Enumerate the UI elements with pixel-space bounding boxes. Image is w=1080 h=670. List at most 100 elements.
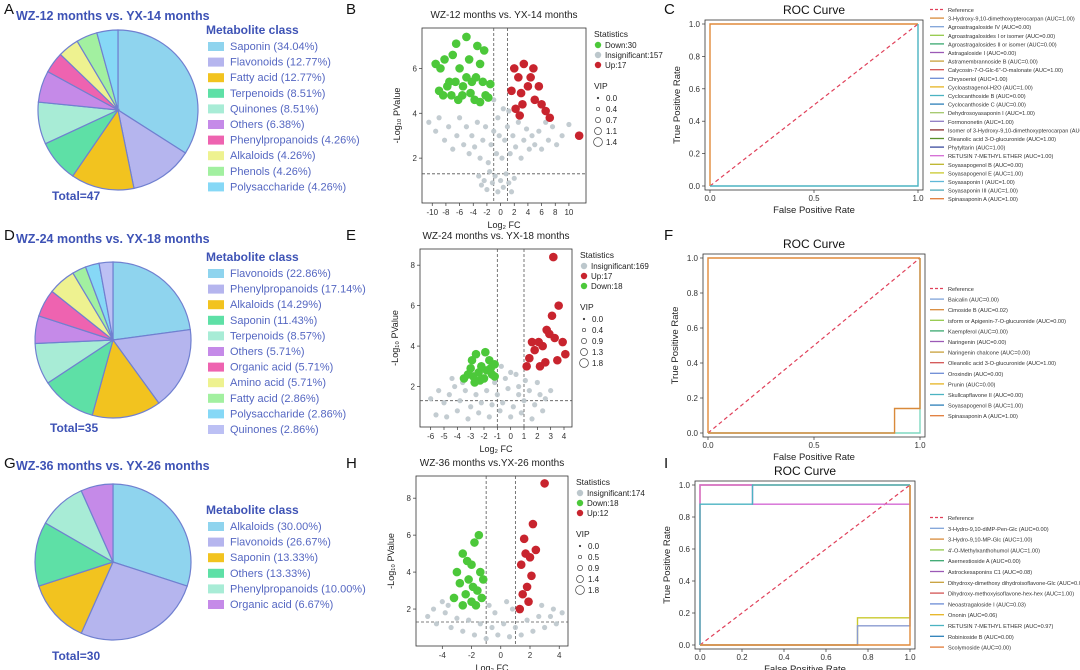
data-point-insignificant [516,383,522,390]
stats-legend-dot [576,489,584,497]
data-point-insignificant [497,408,503,414]
vip-legend-label: 0.9 [588,564,600,573]
panel-a-pie: WZ-12 months vs. YX-14 monthsMetabolite … [16,9,360,203]
data-point-down [436,64,445,73]
data-point-insignificant [494,392,500,398]
data-point-up [522,582,532,592]
data-point-insignificant [439,599,445,605]
roc-legend-label: Neoastragaloside I (AUC=0.03) [948,602,1026,608]
data-point-insignificant [472,144,478,150]
pie-legend-label: Fatty acid (2.86%) [230,393,319,405]
pie-legend-label: Phenols (4.26%) [230,166,311,178]
data-point-insignificant [518,632,524,638]
pie-legend-label: Alkaloids (14.29%) [230,299,322,311]
roc-curve [709,23,919,187]
pie-legend-swatch [208,409,224,419]
roc-legend-label: Soyasaponin I (AUC=1.00) [948,180,1015,186]
x-tick-label: 1 [522,432,527,441]
y-tick-label: 0.2 [689,150,701,159]
data-point-up [541,106,550,116]
plot-frame [421,27,587,204]
data-point-insignificant [474,119,480,125]
x-tick-label: -4 [454,432,462,441]
data-point-insignificant [506,634,513,640]
data-point-insignificant [449,375,455,382]
y-axis-label: -Log₁₀ PValue [390,310,400,366]
pie-legend-swatch [208,378,224,388]
data-point-insignificant [476,410,482,416]
pie-legend-swatch [208,166,224,176]
data-point-insignificant [554,142,560,148]
data-point-insignificant [523,126,530,132]
data-point-insignificant [504,124,511,130]
roc-legend-label: Skullcapflavone II (AUC=0.00) [948,393,1023,399]
data-point-down [440,55,449,64]
data-point-down [438,91,448,100]
y-axis-label: True Positive Rate [670,307,681,385]
data-point-insignificant [538,146,545,152]
data-point-insignificant [503,171,509,177]
vip-legend-dot [582,317,586,321]
data-point-insignificant [542,624,548,631]
pie-legend-label: Saponin (34.04%) [230,41,318,53]
data-point-insignificant [462,387,468,394]
roc-legend-label: 4'-O-Methylxanthohumol (AUC=1.00) [948,548,1040,554]
data-point-insignificant [530,628,536,634]
data-point-up [538,341,547,351]
x-tick-label: 0 [498,208,503,217]
pie-legend-label: Others (13.33%) [230,568,311,580]
pie-legend-swatch [208,104,224,114]
y-tick-label: 0.4 [687,359,699,368]
data-point-up [509,64,519,73]
data-point-insignificant [536,128,542,134]
data-point-down [462,556,472,566]
plot-frame [415,475,569,647]
roc-legend-label: Formononetin (AUC=1.00) [948,120,1014,126]
data-point-down [471,349,481,359]
data-point-insignificant [549,124,556,130]
x-tick-label: -3 [467,432,475,441]
pie-legend-label: Phenylpropanoids (4.26%) [230,135,360,147]
pie-legend-label: Quinones (8.51%) [230,103,319,115]
data-point-up [554,301,563,310]
pie-legend-swatch [208,393,224,403]
vip-legend-title: VIP [594,81,608,91]
pie-legend-label: Alkaloids (4.26%) [230,150,316,162]
vip-legend-dot [594,127,602,135]
stats-legend-title: Statistics [594,29,628,39]
data-point-down [451,39,461,49]
data-point-insignificant [465,416,471,422]
y-tick-label: 4 [413,109,418,118]
pie-legend-label: Saponin (13.33%) [230,552,318,564]
pie-legend-label: Terpenoids (8.51%) [230,88,325,100]
data-point-insignificant [484,387,490,394]
pie-total: Total=30 [52,649,100,663]
pie-legend-label: Quinones (2.86%) [230,424,319,436]
y-axis-label: True Positive Rate [672,66,683,144]
data-point-up [531,545,541,555]
pie-legend-swatch [208,300,224,310]
data-point-up [525,353,534,363]
data-point-down [458,82,468,91]
pie-legend-label: Phenylpropanoids (17.14%) [230,284,366,296]
y-axis-label: True Positive Rate [662,526,673,604]
data-point-insignificant [476,173,482,179]
pie-legend-label: Alkaloids (30.00%) [230,521,322,533]
roc-legend-label: Kaempferol (AUC=0.00) [948,329,1008,335]
data-point-insignificant [526,387,532,394]
panel-letter-d: D [4,227,15,244]
y-tick-label: 2 [413,154,418,163]
pie-legend-swatch [208,331,224,341]
pie-legend-label: Phenylpropanoids (10.00%) [230,583,366,595]
data-point-up [529,64,538,73]
pie-slice [117,108,187,190]
data-point-insignificant [460,628,466,634]
data-point-down [475,97,485,107]
data-point-insignificant [436,115,442,121]
pie-legend-swatch [208,73,224,83]
data-point-insignificant [499,155,505,161]
roc-legend-label: Cyclocanthoside B (AUC=0.00) [948,94,1026,100]
vip-legend-label: 1.4 [588,575,600,584]
x-axis-label: False Positive Rate [764,664,846,670]
y-axis-label: -Log₁₀ PValue [392,88,402,144]
